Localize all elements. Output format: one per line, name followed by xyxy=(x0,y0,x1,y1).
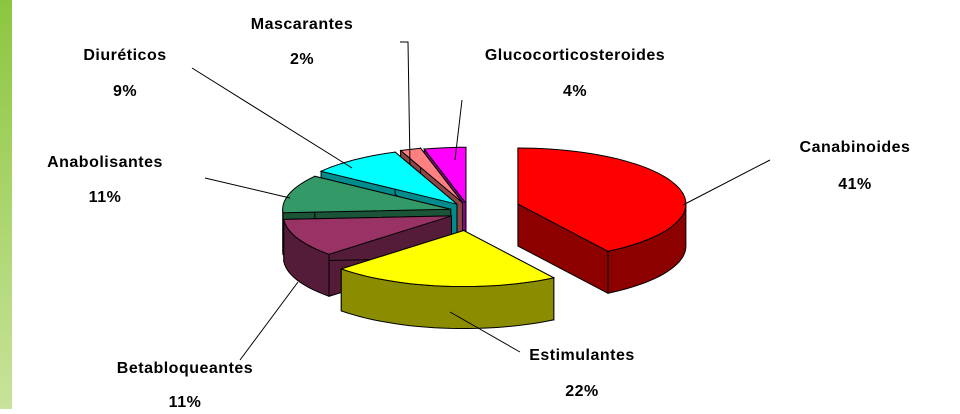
category-label: Diuréticos xyxy=(83,47,166,64)
value-label: 2% xyxy=(290,51,314,68)
value-label: 11% xyxy=(169,394,202,409)
category-label: Glucocorticosteroides xyxy=(485,47,665,64)
leader-line xyxy=(400,42,410,165)
value-label: 22% xyxy=(565,383,599,400)
leader-line xyxy=(240,282,298,360)
leader-line xyxy=(192,68,352,168)
value-label: 9% xyxy=(113,83,137,100)
side-strip xyxy=(0,0,12,409)
value-label: 41% xyxy=(838,176,872,193)
category-label: Betabloqueantes xyxy=(117,360,253,377)
value-label: 11% xyxy=(89,189,122,206)
category-label: Estimulantes xyxy=(529,347,635,364)
category-label: Anabolisantes xyxy=(47,154,163,171)
category-label: Canabinoides xyxy=(800,139,911,156)
leader-line xyxy=(683,160,770,205)
labels: Canabinoides 41% Estimulantes 22% Betabloque… xyxy=(47,16,910,409)
pie xyxy=(283,147,686,328)
leader-line xyxy=(205,178,290,198)
value-label: 4% xyxy=(563,83,587,100)
category-label: Mascarantes xyxy=(251,16,353,33)
